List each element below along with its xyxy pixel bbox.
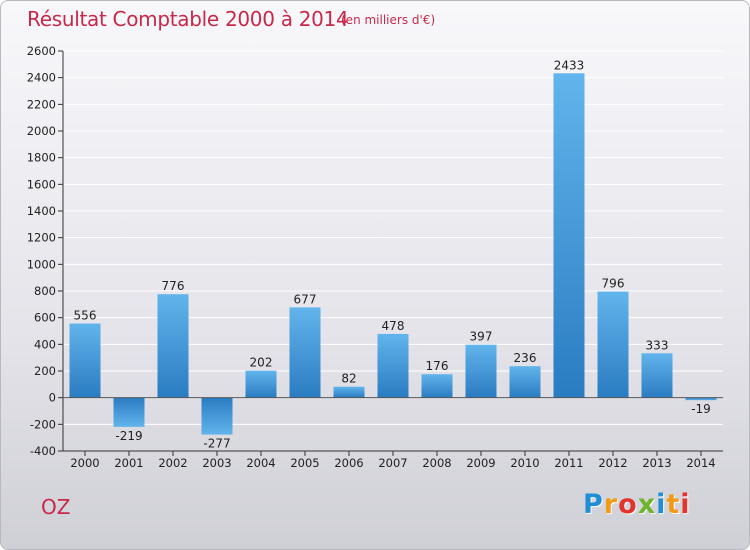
data-label: 556 [74,309,97,323]
y-tick-label: 400 [34,337,56,351]
bar [201,397,233,435]
y-tick-label: 2000 [27,124,56,138]
x-tick-label: 2004 [246,456,275,470]
bars [69,73,717,435]
y-tick-label: 1800 [27,151,56,165]
y-tick-label: 800 [34,284,56,298]
bar [641,353,673,398]
chart-subtitle: (en milliers d'€) [341,13,436,27]
bar [509,366,541,398]
logo-letter: o [618,489,638,520]
bar [245,370,277,398]
data-label: 236 [514,351,537,365]
commune-name: OZ [41,495,71,519]
y-tick-label: 600 [34,311,56,325]
x-tick-label: 2010 [510,456,539,470]
x-tick-label: 2002 [158,456,187,470]
data-label: 202 [250,356,273,370]
y-tick-label: 200 [34,364,56,378]
data-label: 478 [382,319,405,333]
data-label: 333 [646,338,669,352]
y-tick-label: -400 [30,444,56,458]
data-label: 677 [294,292,317,306]
x-tick-label: 2003 [202,456,231,470]
bar [553,73,585,398]
bar [597,291,629,398]
data-label: 776 [162,279,185,293]
data-label: 397 [470,330,493,344]
x-tick-label: 2007 [378,456,407,470]
x-tick-label: 2001 [114,456,143,470]
data-label: 796 [602,277,625,291]
proxiti-logo: Proxiti [583,489,691,520]
bar [157,294,189,398]
x-tick-label: 2005 [290,456,319,470]
bar [685,397,717,401]
data-label: -219 [115,429,142,443]
logo-letter: i [656,489,667,520]
logo-letter: x [637,489,657,520]
bar [69,323,101,398]
x-tick-label: 2011 [554,456,583,470]
chart-title: Résultat Comptable 2000 à 2014 [27,7,349,31]
bar [377,333,409,398]
axes [58,50,723,456]
bar [421,374,453,398]
data-label: -277 [203,437,230,451]
y-tick-label: 2600 [27,44,56,58]
logo-letter: r [603,489,619,520]
x-tick-label: 2009 [466,456,495,470]
labels: -400 -200 0 200 400 600 800 1000 1200 1400 1600 180… [27,44,716,470]
x-tick-label: 2014 [686,456,715,470]
y-tick-label: 1200 [27,231,56,245]
bar [289,307,321,398]
x-tick-label: 2000 [70,456,99,470]
logo-letter: t [666,489,681,520]
x-tick-label: 2006 [334,456,363,470]
data-label: -19 [691,402,711,416]
y-tick-label: 0 [49,391,56,405]
x-tick-label: 2008 [422,456,451,470]
logo-letter: P [583,489,604,520]
y-tick-label: 2200 [27,97,56,111]
bar [465,344,497,398]
x-tick-label: 2013 [642,456,671,470]
bar [113,397,145,427]
y-tick-label: 1600 [27,177,56,191]
data-label: 176 [426,359,449,373]
data-label: 82 [341,372,356,386]
data-label: 2433 [554,58,585,72]
y-tick-label: 1400 [27,204,56,218]
bar [333,386,365,398]
y-tick-label: 1000 [27,257,56,271]
logo-letter: i [680,489,691,520]
y-tick-label: 2400 [27,71,56,85]
y-tick-label: -200 [30,417,56,431]
x-tick-label: 2012 [598,456,627,470]
